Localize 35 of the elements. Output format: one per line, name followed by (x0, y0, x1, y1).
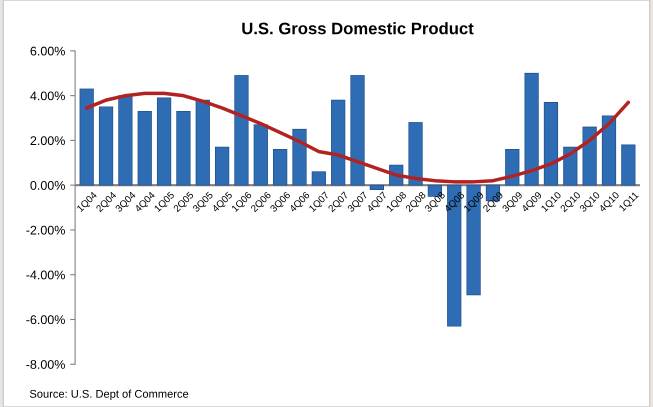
bar (254, 124, 268, 186)
bar (621, 144, 636, 186)
bar (505, 149, 520, 186)
bar (214, 146, 230, 186)
y-tick-label: -2.00% (26, 226, 65, 235)
bar (544, 102, 558, 186)
bar (176, 110, 191, 186)
bar (273, 149, 288, 186)
bar (292, 128, 307, 186)
bar (118, 95, 133, 186)
bar (582, 126, 597, 186)
bar (138, 110, 152, 186)
bar (370, 184, 384, 190)
bar (98, 106, 114, 186)
chart-title: U.S. Gross Domestic Product (242, 22, 474, 34)
y-tick-label: 2.00% (30, 136, 65, 146)
y-tick-label: 6.00% (30, 46, 65, 56)
bar (234, 75, 249, 186)
y-tick-label: 4.00% (30, 91, 65, 100)
bar (466, 184, 481, 296)
y-tick-label: -4.00% (26, 270, 65, 280)
source-note: Source: U.S. Dept of Commerce (30, 390, 188, 400)
bar (156, 98, 172, 186)
line-series (84, 92, 630, 184)
bar (196, 100, 210, 186)
bar (602, 115, 616, 186)
y-tick-label: -6.00% (26, 315, 65, 324)
bar (524, 72, 539, 186)
y-tick-label: -8.00% (26, 360, 65, 369)
bar (331, 100, 346, 186)
bar (312, 171, 326, 186)
y-tick-label: 0.00% (30, 180, 65, 190)
bar (80, 88, 94, 186)
bar (408, 122, 423, 186)
bar (350, 75, 365, 186)
